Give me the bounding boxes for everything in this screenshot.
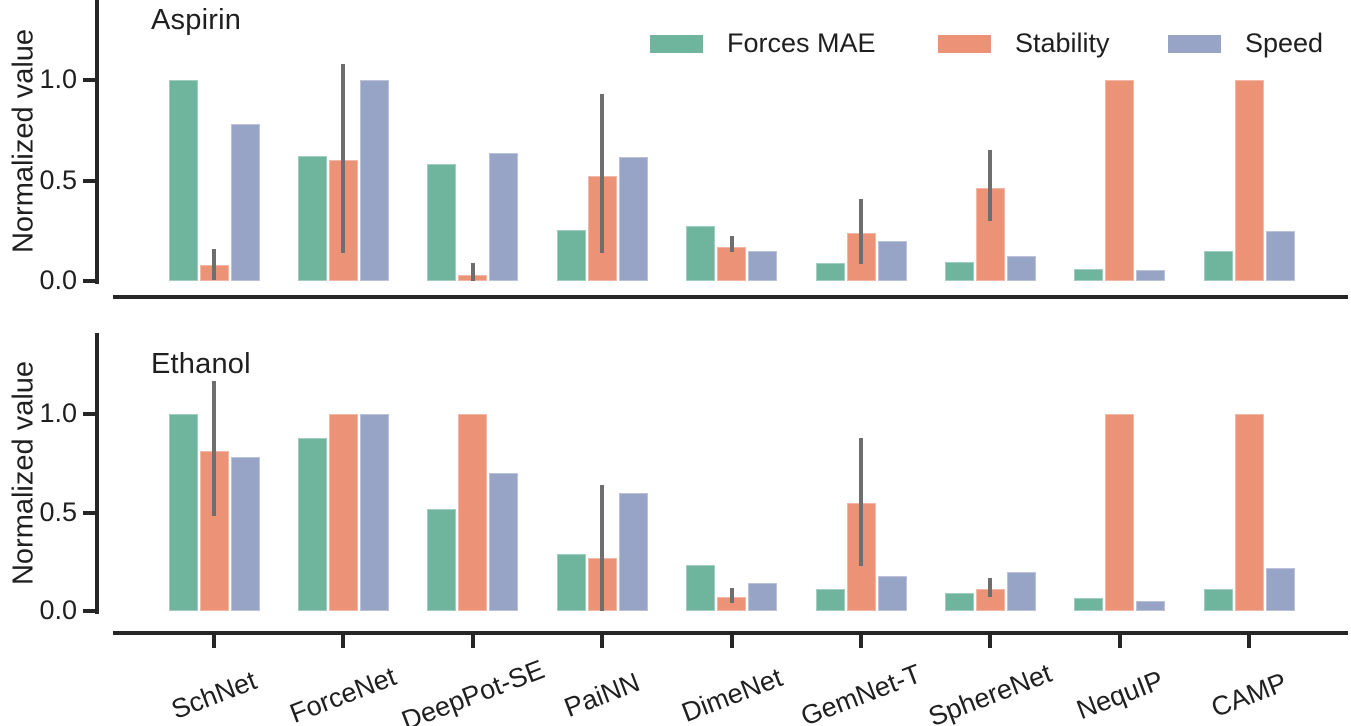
x-tick <box>988 635 993 648</box>
y-tick-label: 1.0 <box>39 398 77 428</box>
bar-speed <box>1136 601 1166 611</box>
error-bar <box>600 94 605 253</box>
bar-forces-mae <box>556 229 586 281</box>
error-bar <box>988 150 993 221</box>
bar-speed <box>230 457 260 611</box>
bar-forces-mae <box>815 262 845 281</box>
bar-forces-mae <box>297 437 327 611</box>
x-tick <box>1117 635 1122 648</box>
bar-stability <box>1234 80 1264 281</box>
bar-forces-mae <box>686 225 716 281</box>
bar-stability <box>717 597 747 611</box>
bar-stability <box>1234 414 1264 611</box>
error-bar <box>859 198 863 264</box>
bar-stability <box>1105 80 1135 281</box>
y-tick <box>83 178 95 183</box>
error-bar <box>212 248 216 280</box>
bar-forces-mae <box>1074 598 1104 611</box>
bar-speed <box>230 124 260 281</box>
legend-item-speed: Speed <box>1168 28 1323 59</box>
y-tick-label: 0.0 <box>39 595 77 625</box>
y-axis-spine <box>95 0 99 284</box>
bar-stability <box>1105 414 1135 611</box>
subplot-title-aspirin: Aspirin <box>151 4 242 36</box>
bar-forces-mae <box>556 553 586 611</box>
y-tick-label: 0.0 <box>39 265 77 295</box>
error-bar <box>341 63 346 253</box>
bar-stability <box>975 589 1005 611</box>
bar-speed <box>748 250 778 281</box>
x-tick <box>212 635 216 648</box>
legend-label-speed: Speed <box>1245 28 1324 58</box>
x-axis-line <box>113 631 1348 635</box>
bar-forces-mae <box>686 564 716 611</box>
bar-speed <box>1136 269 1166 281</box>
y-tick-label: 1.0 <box>39 64 77 94</box>
y-tick <box>83 510 95 515</box>
bar-forces-mae <box>1074 268 1104 281</box>
legend-swatch-forces-mae <box>650 34 703 53</box>
error-bar <box>470 262 475 281</box>
bar-speed <box>359 414 389 611</box>
error-bar <box>600 484 605 611</box>
y-tick <box>83 78 95 82</box>
x-axis-line <box>113 295 1348 299</box>
bar-forces-mae <box>944 593 974 611</box>
legend-item-stability: Stability <box>938 28 1110 59</box>
bar-forces-mae <box>427 164 457 281</box>
bar-speed <box>489 153 519 281</box>
y-axis-spine <box>95 333 99 614</box>
y-tick <box>83 279 95 283</box>
bar-speed <box>489 473 519 611</box>
subplot-title-ethanol: Ethanol <box>151 348 251 380</box>
bar-speed <box>1265 230 1295 281</box>
bar-stability <box>328 414 358 611</box>
bar-forces-mae <box>427 508 457 611</box>
x-tick <box>470 635 475 648</box>
bar-speed <box>877 575 907 611</box>
bar-forces-mae <box>297 156 327 281</box>
bar-forces-mae <box>1203 250 1233 281</box>
error-bar <box>729 235 734 252</box>
bar-speed <box>877 240 907 281</box>
bar-speed <box>618 492 648 611</box>
bar-forces-mae <box>815 589 845 611</box>
error-bar <box>859 437 863 566</box>
x-tick <box>600 635 605 648</box>
legend-label-forces-mae: Forces MAE <box>727 28 876 58</box>
error-bar <box>212 380 216 517</box>
legend-swatch-speed <box>1168 34 1221 53</box>
bar-speed <box>748 583 778 611</box>
legend-label-stability: Stability <box>1015 28 1110 58</box>
bar-speed <box>1006 571 1036 611</box>
x-tick <box>341 635 346 648</box>
bar-forces-mae <box>1203 589 1233 611</box>
error-bar <box>988 577 993 598</box>
y-tick <box>83 412 95 416</box>
bar-stability <box>458 414 488 611</box>
bar-forces-mae <box>944 261 974 281</box>
bar-speed <box>1006 255 1036 281</box>
bar-speed <box>1265 567 1295 611</box>
legend-swatch-stability <box>938 34 991 53</box>
y-tick-label: 0.5 <box>39 496 77 527</box>
bar-stability <box>717 246 747 281</box>
y-tick-label: 0.5 <box>39 164 77 195</box>
bar-speed <box>618 157 648 281</box>
legend-item-forces-mae: Forces MAE <box>650 28 876 59</box>
bar-speed <box>359 80 389 281</box>
x-tick <box>729 635 734 648</box>
bar-forces-mae <box>168 80 198 281</box>
bar-forces-mae <box>168 414 198 611</box>
x-tick <box>1247 635 1252 648</box>
x-tick <box>859 635 863 648</box>
y-tick <box>83 609 95 613</box>
error-bar <box>729 588 734 604</box>
